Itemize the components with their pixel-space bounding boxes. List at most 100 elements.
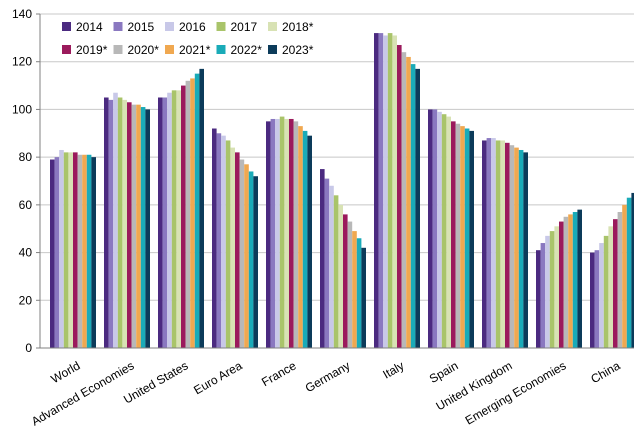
bar-3-6 (239, 159, 245, 348)
y-tick-label: 40 (19, 246, 33, 260)
bar-0-0 (50, 159, 55, 348)
bar-3-0 (212, 128, 217, 348)
bar-4-8 (302, 130, 308, 348)
bar-2-7 (190, 78, 195, 348)
legend-swatch (268, 45, 277, 54)
bar-0-6 (77, 154, 83, 348)
axes (36, 13, 634, 349)
bar-3-4 (230, 147, 235, 348)
legend-swatch (113, 22, 123, 31)
bar-2-3 (171, 90, 177, 348)
bar-9-5 (559, 221, 564, 348)
bar-10-1 (594, 250, 600, 348)
bar-10-9 (631, 192, 634, 348)
bar-7-9 (469, 130, 474, 348)
bar-7-8 (464, 128, 470, 348)
legend-label: 2017 (231, 20, 258, 34)
y-tick-label: 20 (19, 293, 33, 307)
y-tick-label: 100 (12, 102, 32, 116)
bar-6-1 (378, 33, 384, 349)
bar-0-2 (59, 149, 64, 348)
bar-9-0 (536, 250, 541, 348)
bar-4-9 (307, 135, 312, 348)
bar-6-9 (415, 68, 420, 349)
bar-3-2 (221, 135, 226, 348)
bar-8-8 (518, 149, 524, 348)
category-label: World (49, 358, 83, 386)
bar-3-9 (253, 176, 258, 348)
bar-6-5 (397, 45, 402, 348)
legend-label: 2019* (76, 43, 108, 57)
category-label: China (588, 358, 622, 386)
legend-swatch (113, 45, 123, 54)
bar-10-3 (603, 235, 609, 348)
y-tick-label: 60 (19, 198, 33, 212)
legend: 2014 2015 2016 2017 2018* 2019* 2020* 2021* 2022… (62, 20, 314, 57)
bar-2-2 (167, 92, 172, 348)
y-tick-label: 0 (25, 341, 32, 355)
bar-3-3 (225, 140, 231, 348)
y-tick-labels: 0 20 40 60 80 100 120 140 (12, 7, 32, 355)
bar-6-8 (410, 64, 416, 348)
bar-9-9 (577, 209, 582, 348)
bar-7-6 (455, 123, 461, 349)
bar-5-6 (347, 221, 353, 348)
bar-7-7 (460, 126, 465, 348)
bar-4-2 (275, 118, 280, 348)
bar-9-4 (554, 226, 559, 348)
legend-label: 2014 (76, 20, 103, 34)
bar-7-2 (437, 111, 442, 348)
bar-5-8 (356, 238, 362, 348)
bar-4-3 (279, 116, 285, 348)
bar-2-0 (158, 97, 163, 348)
bar-0-1 (54, 157, 60, 348)
bar-0-5 (73, 152, 78, 348)
bar-8-3 (495, 140, 501, 348)
bar-8-6 (509, 145, 515, 348)
bar-10-6 (617, 212, 623, 348)
bar-1-9 (145, 109, 150, 349)
category-label: Euro Area (191, 358, 244, 397)
bar-9-3 (549, 231, 555, 348)
bar-10-5 (613, 219, 618, 348)
bar-0-7 (82, 154, 87, 348)
bar-6-2 (383, 35, 388, 348)
bar-4-7 (298, 126, 303, 348)
bar-4-6 (293, 121, 299, 348)
bar-7-5 (451, 121, 456, 348)
bar-1-5 (127, 102, 132, 349)
bar-9-2 (545, 235, 550, 348)
category-label: France (259, 358, 299, 389)
bar-4-5 (289, 118, 294, 348)
bar-10-0 (590, 252, 595, 348)
bar-1-7 (136, 104, 141, 348)
bar-5-2 (329, 185, 334, 348)
bar-4-1 (270, 118, 276, 348)
bar-8-4 (500, 140, 505, 348)
bar-0-4 (68, 152, 73, 348)
bar-8-9 (523, 152, 528, 348)
bar-6-6 (401, 52, 407, 349)
bar-1-8 (140, 107, 146, 348)
legend-swatch (165, 22, 174, 31)
category-label: Germany (303, 358, 353, 395)
bar-8-0 (482, 140, 487, 348)
category-label: Advanced Economies (29, 358, 137, 428)
bar-3-8 (248, 171, 254, 348)
y-tick-label: 120 (12, 55, 32, 69)
category-label: Emerging Economies (463, 358, 569, 427)
bar-0-9 (91, 157, 96, 348)
bar-6-0 (374, 33, 379, 349)
bar-4-4 (284, 118, 289, 348)
legend-label: 2016 (179, 20, 206, 34)
bar-6-7 (406, 56, 411, 348)
legend-label: 2021* (179, 43, 211, 57)
bar-10-7 (622, 204, 627, 348)
bar-10-8 (626, 197, 632, 348)
bar-5-7 (352, 231, 357, 348)
bar-3-1 (216, 133, 222, 348)
bar-1-2 (113, 92, 118, 348)
bar-2-5 (181, 85, 186, 348)
bar-10-4 (608, 226, 613, 348)
